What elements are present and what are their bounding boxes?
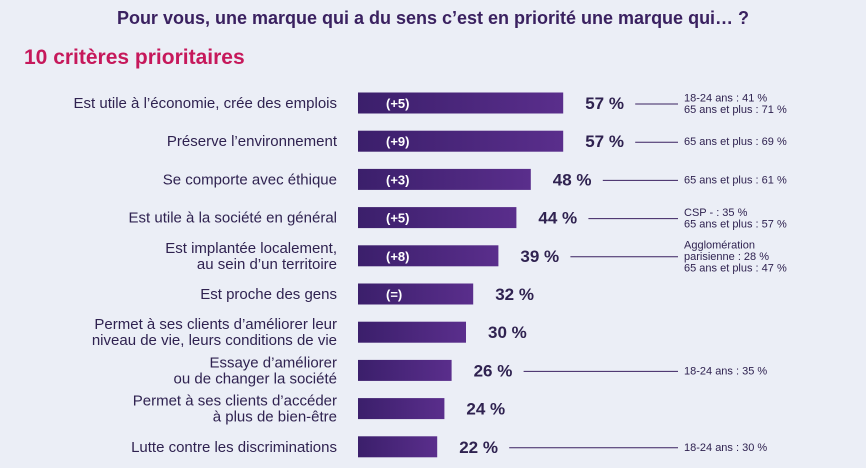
category-label: à plus de bien-être: [213, 409, 337, 426]
bar: [358, 245, 499, 267]
category-label: Est utile à l’économie, crée des emplois: [74, 95, 337, 112]
category-label: Lutte contre les discriminations: [131, 439, 337, 456]
chart-title: Pour vous, une marque qui a du sens c’es…: [116, 8, 750, 28]
change-label: (+9): [386, 134, 409, 149]
category-label: Est utile à la société en général: [129, 210, 337, 227]
bar: [358, 436, 438, 458]
value-label: 57 %: [585, 94, 624, 113]
value-label: 24 %: [466, 400, 505, 419]
chart-subtitle: 10 critères prioritaires: [24, 46, 245, 69]
change-label: (+5): [386, 211, 409, 226]
annotation-label: 65 ans et plus : 71 %: [684, 104, 787, 116]
change-label: (+3): [386, 172, 409, 187]
annotation-label: 18-24 ans : 30 %: [684, 442, 767, 454]
value-label: 32 %: [495, 285, 534, 304]
bar: [358, 283, 474, 305]
value-label: 26 %: [474, 361, 513, 380]
annotation-label: CSP - : 35 %: [684, 207, 748, 219]
value-label: 30 %: [488, 323, 527, 342]
value-label: 44 %: [538, 209, 577, 228]
bar: [358, 168, 531, 190]
annotation-label: Agglomération: [684, 239, 755, 251]
change-label: (=): [386, 287, 402, 302]
bar: [358, 359, 452, 381]
category-label: Préserve l’environnement: [167, 133, 338, 150]
value-label: 48 %: [553, 170, 592, 189]
bar: [358, 398, 445, 420]
value-label: 39 %: [520, 247, 559, 266]
annotation-label: 65 ans et plus : 47 %: [684, 262, 787, 274]
annotation-label: 65 ans et plus : 57 %: [684, 218, 787, 230]
category-label: niveau de vie, leurs conditions de vie: [92, 332, 337, 349]
change-label: (+8): [386, 249, 409, 264]
category-label: Est proche des gens: [200, 286, 337, 303]
category-label: ou de changer la société: [174, 370, 337, 387]
category-label: au sein d’un territoire: [197, 256, 337, 273]
value-label: 22 %: [459, 438, 498, 457]
category-label: Est implantée localement,: [165, 240, 337, 257]
annotation-label: 65 ans et plus : 61 %: [684, 174, 787, 186]
annotation-label: parisienne : 28 %: [684, 251, 769, 263]
category-label: Se comporte avec éthique: [163, 171, 337, 188]
category-label: Essaye d’améliorer: [209, 354, 337, 371]
bar: [358, 321, 466, 343]
annotation-label: 18-24 ans : 35 %: [684, 365, 767, 377]
value-label: 57 %: [585, 132, 624, 151]
bar: [358, 92, 564, 114]
annotation-label: 18-24 ans : 41 %: [684, 92, 767, 104]
category-label: Permet à ses clients d’accéder: [133, 393, 337, 410]
annotation-label: 65 ans et plus : 69 %: [684, 136, 787, 148]
bar: [358, 207, 517, 229]
change-label: (+5): [386, 96, 409, 111]
bar: [358, 130, 564, 152]
category-label: Permet à ses clients d’améliorer leur: [94, 316, 337, 333]
